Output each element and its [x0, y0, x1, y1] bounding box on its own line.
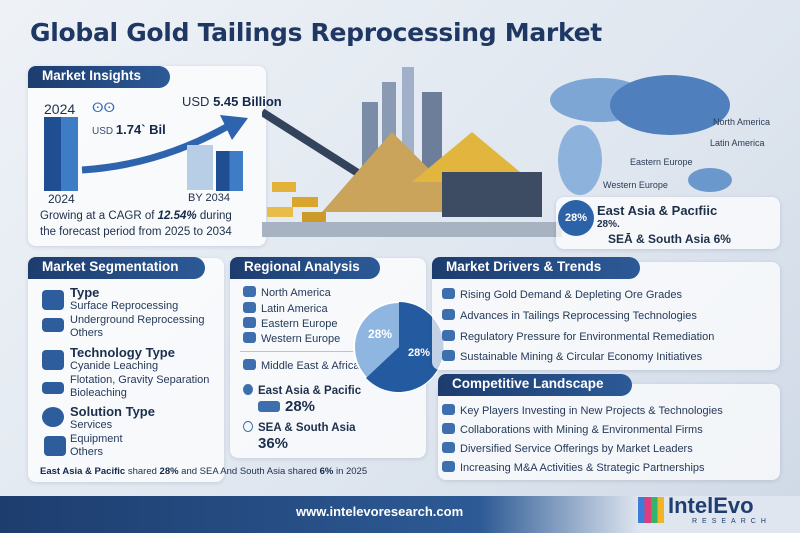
truck-icon — [258, 401, 280, 412]
share-circle: 28% — [558, 200, 594, 236]
region-icon — [243, 286, 256, 297]
segmentation-header: Market Segmentation — [28, 257, 205, 279]
technology-icon — [442, 309, 455, 320]
growth-arrow — [81, 115, 248, 174]
east-asia-value: 28% — [258, 398, 315, 415]
seg-item: Services — [70, 419, 113, 431]
divider — [240, 351, 390, 352]
year-2024-top: 2024 — [44, 101, 76, 117]
forecast-text: the forecast period from 2025 to 2034 — [40, 226, 232, 238]
value-2024: USD 1.74` Bil — [92, 122, 166, 137]
map-label-eastern-europe: Eastern Europe — [630, 157, 693, 167]
highlight-share: 28%. — [597, 219, 620, 230]
competitive-item: Key Players Investing in New Projects & … — [442, 404, 723, 417]
logo-subtext: RESEARCH — [692, 518, 771, 525]
pie-label: 28% — [368, 327, 392, 341]
map-label-western-europe: Western Europe — [603, 180, 668, 190]
technology-icon — [42, 350, 64, 370]
competitive-item: Collaborations with Mining & Environment… — [442, 423, 703, 436]
seg-item: Flotation, Gravity Separation — [70, 374, 210, 386]
map-label-latin-america: Latin America — [710, 138, 765, 148]
seg-item: Others — [70, 327, 104, 339]
bar-chart-icon: ⵙⵙ — [92, 100, 116, 115]
seg-item: Surface Reprocessing — [70, 300, 179, 312]
seg-item: Underground Reprocessing — [70, 314, 205, 326]
region-icon — [243, 302, 256, 313]
toolbox-icon — [44, 436, 66, 456]
share-note: East Asia & Pacific shared 28% and SEA A… — [40, 466, 368, 477]
seg-type-title: Type — [70, 285, 100, 300]
lab-icon — [42, 382, 64, 394]
bar-mid — [187, 145, 213, 190]
leaf-icon — [442, 330, 455, 341]
pie-slice-dark — [366, 302, 444, 392]
envelope-icon — [442, 350, 455, 361]
footer-band — [0, 496, 800, 533]
region-eastern-europe: Eastern Europe — [243, 317, 337, 330]
seg-item: Others — [70, 446, 104, 458]
region-icon — [243, 332, 256, 343]
regional-pie: 28% 28% — [353, 301, 445, 393]
regional-header: Regional Analysis — [230, 257, 380, 279]
map-label-north-america: North America — [713, 117, 771, 127]
briefcase-icon — [442, 404, 455, 415]
driver-item: Advances in Tailings Reprocessing Techno… — [442, 309, 697, 322]
east-asia-label: East Asia & Pacific — [243, 384, 361, 397]
bar-2034 — [216, 151, 243, 191]
seg-technology-title: Technology Type — [70, 345, 175, 360]
sea-value: 36% — [258, 435, 289, 452]
seg-item: Cyanide Leaching — [70, 360, 159, 372]
pie-label: 28% — [408, 347, 430, 359]
gear-icon — [42, 407, 64, 427]
driver-item: Regulatory Pressure for Environmental Re… — [442, 330, 714, 343]
competitive-item: Diversified Service Offerings by Market … — [442, 442, 693, 455]
check-icon — [243, 384, 253, 395]
mining-plant-illustration — [262, 67, 562, 237]
check-icon — [243, 421, 253, 432]
cagr-text: Growing at a CAGR of 12.54% during — [40, 210, 232, 222]
drivers-panel — [432, 262, 780, 370]
driver-item: Sustainable Mining & Circular Economy In… — [442, 350, 702, 363]
seg-solution-title: Solution Type — [70, 404, 155, 419]
website-link[interactable]: www.intelevoresearch.com — [296, 504, 464, 519]
competitive-panel — [438, 384, 780, 480]
driver-item: Rising Gold Demand & Depleting Ore Grade… — [442, 288, 682, 301]
highlight-box — [556, 197, 780, 249]
region-icon — [243, 317, 256, 328]
type-icon — [42, 290, 64, 310]
seg-item: Bioleaching — [70, 387, 127, 399]
region-western-europe: Western Europe — [243, 332, 340, 345]
highlight-sea: SEĀ & South Asia 6% — [608, 232, 731, 246]
highlight-title: East Asia & Pacıfiic — [597, 203, 718, 218]
monitor-icon — [442, 442, 455, 453]
handshake-icon — [442, 461, 455, 472]
region-latin-america: Latin America — [243, 302, 328, 315]
bar-2024 — [44, 117, 78, 191]
handshake-icon — [442, 423, 455, 434]
page-title: Global Gold Tailings Reprocessing Market — [30, 18, 602, 47]
year-2034-label: BY 2034 — [188, 192, 231, 204]
competitive-header: Competitive Landscape — [438, 374, 632, 396]
world-map — [550, 75, 732, 195]
competitive-item: Increasing M&A Activities & Strategic Pa… — [442, 461, 705, 474]
machine-icon — [42, 318, 64, 332]
signal-bars-icon — [442, 288, 455, 299]
region-north-america: North America — [243, 286, 331, 299]
value-2034: USD 5.45 Billion — [182, 94, 282, 109]
market-insights-header: Market Insights — [28, 66, 170, 88]
region-icon — [243, 359, 256, 370]
sea-label: SEA & South Asia — [243, 421, 356, 434]
seg-item: Equipment — [70, 433, 123, 445]
region-mea: Middle East & Africa — [243, 359, 359, 372]
year-2024-label: 2024 — [48, 192, 75, 206]
drivers-header: Market Drivers & Trends — [432, 257, 640, 279]
logo-mark-icon — [638, 497, 664, 523]
logo-text: IntelEvo — [668, 493, 754, 518]
